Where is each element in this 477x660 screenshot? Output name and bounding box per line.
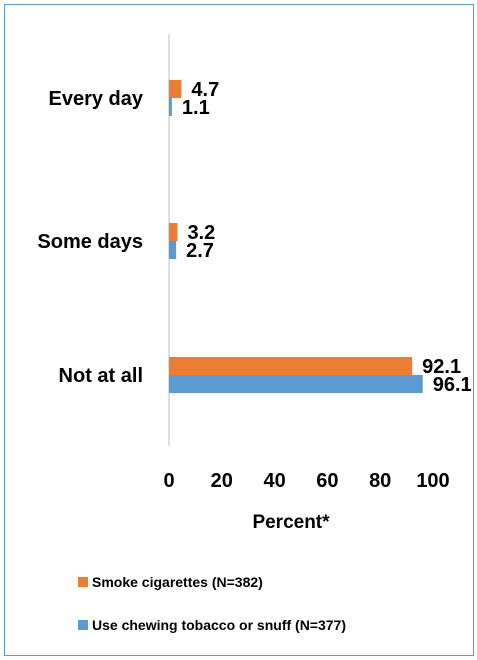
- legend-label: Use chewing tobacco or snuff (N=377): [92, 617, 346, 633]
- bar: [169, 357, 413, 375]
- bar: [169, 223, 178, 241]
- data-labels: 4.7 3.2 92.1 1.1 2.7 96.1: [182, 79, 472, 396]
- category-label: Every day: [48, 88, 143, 110]
- bar: [169, 241, 177, 259]
- data-label: 4.7: [191, 79, 219, 101]
- bar: [169, 98, 172, 116]
- bars: [169, 80, 423, 393]
- category-labels: Every day Some days Not at all: [37, 88, 143, 387]
- legend-swatch: [78, 577, 88, 587]
- x-tick-label: 20: [211, 470, 233, 492]
- bar: [169, 80, 182, 98]
- chart-frame: [4, 4, 474, 656]
- data-label: 2.7: [186, 240, 214, 262]
- legend-label: Smoke cigarettes (N=382): [92, 574, 263, 590]
- category-label: Not at all: [59, 365, 143, 387]
- x-tick-label: 80: [369, 470, 391, 492]
- x-tick-label: 100: [416, 470, 449, 492]
- data-label: 3.2: [187, 222, 215, 244]
- x-axis-title: Percent*: [252, 512, 330, 533]
- data-label: 92.1: [422, 356, 461, 378]
- x-tick-labels: 0 20 40 60 80 100: [163, 470, 449, 492]
- data-label: 1.1: [182, 97, 210, 119]
- bar: [169, 375, 423, 393]
- data-label: 96.1: [433, 374, 472, 396]
- x-tick-label: 60: [316, 470, 338, 492]
- x-tick-label: 0: [163, 470, 174, 492]
- legend: Smoke cigarettes (N=382) Use chewing toba…: [78, 574, 346, 633]
- category-label: Some days: [37, 231, 143, 253]
- legend-swatch: [78, 620, 88, 630]
- x-tick-label: 40: [263, 470, 285, 492]
